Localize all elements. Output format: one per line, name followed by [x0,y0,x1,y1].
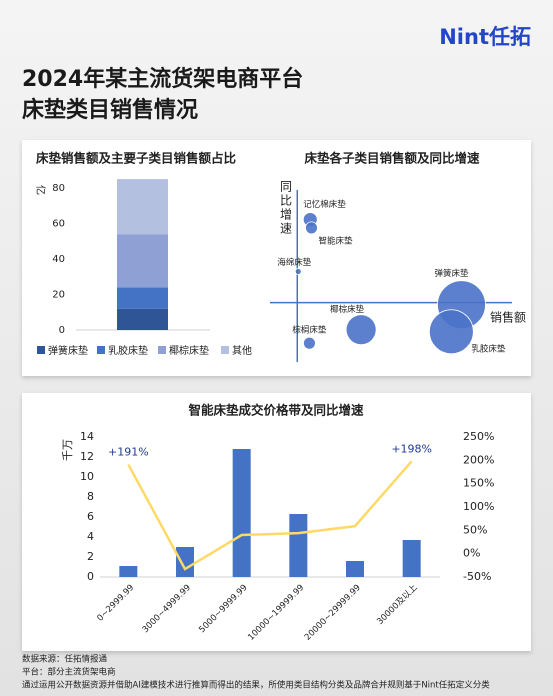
bubble-label: 椰棕床垫 [330,304,365,315]
bubble-label: 弹簧床垫 [434,268,469,279]
bar [346,561,364,577]
bar [232,449,251,577]
footer-text: 通过运用公开数据资源并借助AI建模技术进行推算而得出的结果，所使用类目结构分类及… [22,680,490,691]
line [127,460,413,571]
legend-label: 其他 [232,344,252,357]
x-axis-label: 销售额 [490,310,526,325]
bubble [294,268,302,275]
y-tick-label: 40 [52,254,65,265]
bar-segment [117,179,168,235]
bubble-label: 棕榈床垫 [292,325,327,336]
legend-label: 弹簧床垫 [48,344,88,357]
y-tick-label: 8 [87,490,94,503]
bubble-label: 记忆棉床垫 [303,199,346,210]
y-axis-label: 千万 [61,439,74,461]
y-tick-label: 0 [87,570,94,583]
y-tick-label: 0 [59,325,65,336]
y-tick-label: 80 [52,183,65,194]
y-axis-label: 亿 [34,185,47,195]
chart-title: 智能床垫成交价格带及同比增速 [187,403,364,418]
bar-segment [117,234,168,288]
bar [289,514,308,577]
legend-label: 椰棕床垫 [169,344,209,357]
y-axis-label: 同比增速 [279,180,293,236]
bar [119,566,138,577]
bubble [428,309,474,355]
y-tick-label: 4 [87,530,94,543]
chart-title: 床垫各子类目销售额及同比增速 [304,151,480,166]
y-tick-label: 20 [52,290,65,301]
page-title: 2024年某主流货架电商平台 [22,66,303,92]
y-tick-label: 10 [80,470,94,483]
bubble [303,336,316,350]
y2-tick-label: 50% [463,523,487,536]
chart-title: 床垫销售额及主要子类目销售额占比 [36,151,237,166]
legend-swatch [97,346,105,354]
bar [402,540,421,577]
bar [176,547,194,577]
bubble-label: 乳胶床垫 [471,343,506,354]
bubble-label: 海绵床垫 [277,257,312,268]
bubble-label: 智能床垫 [318,235,353,246]
legend-swatch [158,346,166,354]
y2-tick-label: 0% [463,547,480,560]
bubble [345,314,377,346]
bubble [305,221,318,235]
card [22,393,531,651]
footer-text: 平台：部分主流货架电商 [22,667,116,678]
y-tick-label: 12 [80,450,94,463]
bar-segment [117,287,168,309]
page-title: 床垫类目销售情况 [22,97,198,123]
y-tick-label: 2 [87,550,94,563]
data-label: +198% [391,442,432,455]
data-label: +191% [108,446,149,459]
footer-text: 数据来源：任拓情报通 [22,654,108,665]
y2-tick-label: 200% [463,453,494,466]
legend-label: 乳胶床垫 [108,344,148,357]
y-tick-label: 6 [87,510,94,523]
y2-tick-label: -50% [463,570,491,583]
y2-tick-label: 150% [463,477,494,490]
y-tick-label: 14 [80,430,94,443]
legend-swatch [221,346,229,354]
y-tick-label: 60 [52,219,65,230]
y2-tick-label: 250% [463,430,494,443]
logo: Nint任拓 [439,25,531,49]
legend-swatch [37,346,45,354]
bar-segment [117,308,168,330]
y2-tick-label: 100% [463,500,494,513]
